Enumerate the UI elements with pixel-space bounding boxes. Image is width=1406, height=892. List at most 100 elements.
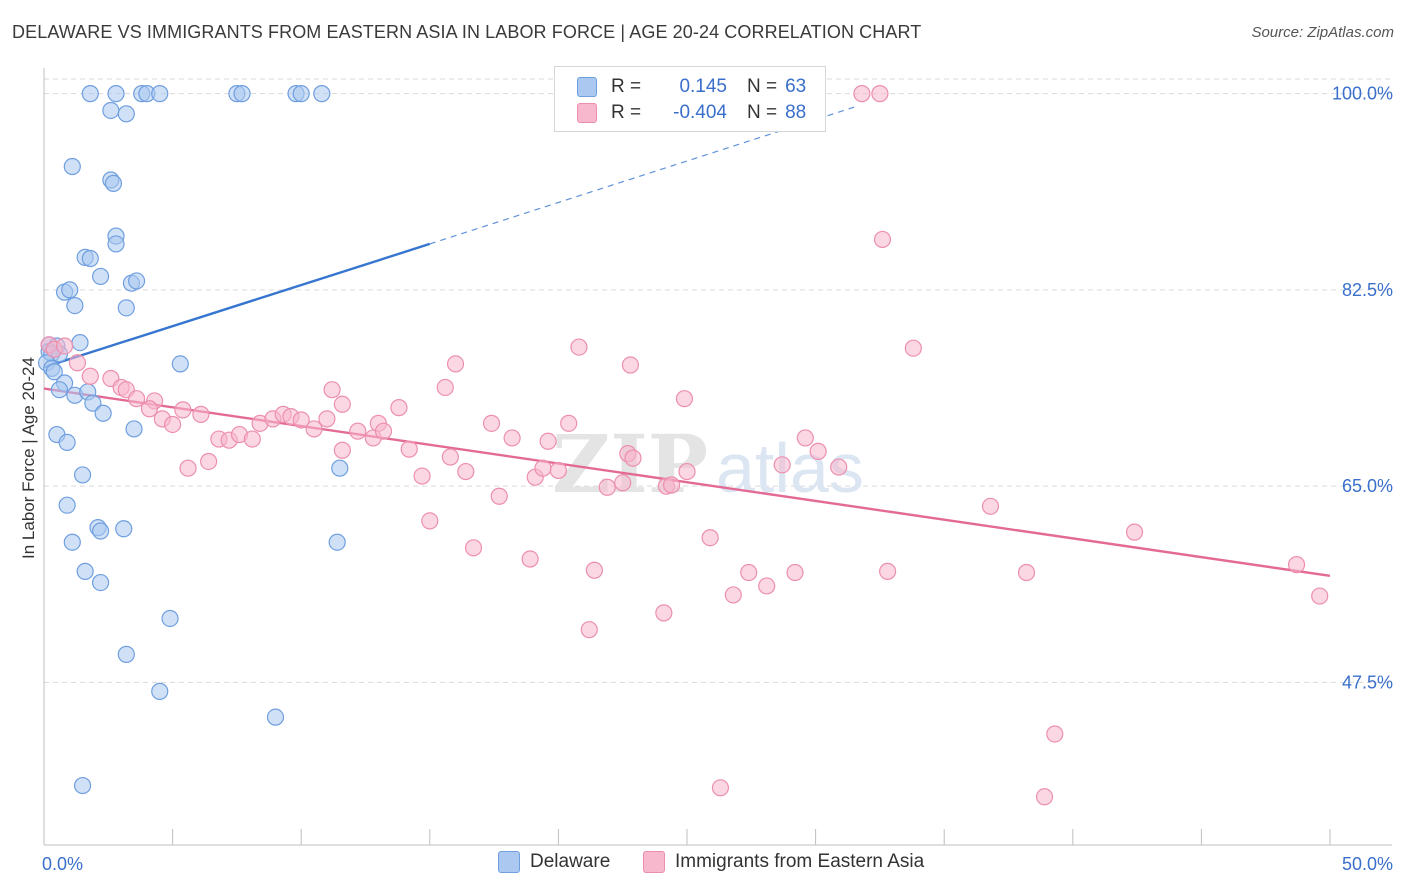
delaware-point (107, 235, 125, 253)
eastern-asia-point (758, 577, 776, 595)
eastern-asia-point (521, 550, 539, 568)
eastern-asia-point (200, 452, 218, 471)
legend-r-label: R = (611, 102, 642, 123)
eastern-asia-point (323, 381, 341, 399)
delaware-point (81, 249, 99, 268)
delaware-point (61, 281, 79, 299)
legend-item-delaware[interactable]: Delaware (498, 851, 610, 873)
delaware-point (115, 520, 133, 538)
eastern-asia-point (421, 512, 439, 530)
delaware-point (117, 645, 135, 663)
eastern-asia-point (773, 456, 791, 474)
eastern-asia-point (621, 356, 640, 374)
delaware-point (81, 85, 99, 103)
eastern-asia-point (675, 390, 694, 408)
eastern-asia-point (809, 442, 827, 460)
tick-labels: 100.0% 82.5% 65.0% 47.5% 0.0% 50.0% (42, 84, 1393, 874)
delaware-point (71, 334, 89, 352)
legend-n-value: 88 (785, 102, 807, 123)
eastern-asia-point (400, 440, 418, 458)
eastern-asia-point (624, 449, 642, 467)
eastern-asia-point (243, 430, 261, 448)
series-legend: Delaware Immigrants from Eastern Asia (0, 851, 1406, 877)
delaware-point (331, 459, 349, 477)
eastern-asia-point (305, 420, 323, 438)
delaware-point (45, 363, 63, 381)
delaware-point (84, 394, 102, 412)
eastern-asia-point (446, 355, 465, 373)
eastern-asia-point (413, 467, 431, 485)
delaware-point (66, 296, 84, 315)
eastern-asia-point (560, 414, 578, 432)
eastern-asia-point (711, 779, 730, 797)
delaware-point (94, 404, 112, 422)
legend-r-value: 0.145 (679, 76, 727, 97)
y-axis-label: In Labor Force | Age 20-24 (19, 357, 38, 559)
eastern-asia-point (598, 478, 616, 496)
legend-row-delaware: R = 0.145 N = 63 (577, 74, 806, 100)
eastern-asia-point (318, 410, 336, 428)
y-tick-label: 65.0% (1342, 476, 1393, 496)
chart-source: Source: ZipAtlas.com (1251, 24, 1394, 41)
eastern-asia-point (678, 462, 696, 481)
eastern-asia-point (164, 415, 182, 434)
eastern-asia-point (570, 338, 588, 356)
eastern-asia-point (349, 422, 367, 440)
legend-label: Immigrants from Eastern Asia (675, 851, 925, 872)
eastern-asia-point (1046, 725, 1064, 743)
delaware-point (313, 85, 331, 103)
eastern-asia-point (374, 422, 393, 440)
eastern-asia-point (724, 586, 742, 604)
eastern-asia-point (1125, 523, 1144, 541)
eastern-asia-point (436, 378, 454, 397)
legend-row-eastern-asia: R = -0.404 N = 88 (577, 100, 806, 126)
delaware-point (292, 85, 310, 103)
eastern-asia-point (140, 400, 159, 418)
delaware-point (328, 533, 346, 551)
eastern-asia-point (1017, 563, 1036, 582)
legend-n-label: N = (747, 102, 778, 123)
delaware-point (171, 355, 189, 373)
eastern-asia-point (662, 476, 681, 494)
delaware-point (102, 101, 120, 120)
delaware-point (161, 609, 179, 628)
eastern-asia-point (534, 459, 552, 477)
eastern-asia-point (81, 367, 99, 385)
eastern-asia-point (655, 604, 673, 622)
eastern-asia-point (796, 429, 814, 447)
eastern-asia-point (539, 432, 557, 450)
eastern-asia-point (174, 401, 192, 419)
delaware-point (266, 708, 285, 726)
gridlines (44, 78, 1392, 683)
axes (43, 68, 1392, 846)
chart-title: DELAWARE VS IMMIGRANTS FROM EASTERN ASIA… (12, 22, 922, 42)
eastern-asia-point (490, 487, 508, 505)
delaware-point (125, 420, 143, 438)
legend-swatch-blue (498, 851, 520, 873)
eastern-asia-point (830, 458, 848, 476)
eastern-asia-point (390, 399, 408, 417)
eastern-asia-point (179, 459, 197, 477)
y-tick-label: 47.5% (1342, 672, 1393, 692)
eastern-asia-point (853, 85, 871, 103)
legend-n-value: 63 (785, 76, 807, 97)
delaware-point (151, 682, 169, 700)
correlation-legend: R = 0.145 N = 63 R = -0.404 N = 88 (554, 66, 826, 132)
delaware-point (117, 105, 135, 123)
delaware-point (233, 85, 251, 103)
delaware-point (127, 272, 146, 290)
delaware-point (91, 267, 110, 286)
legend-item-eastern-asia[interactable]: Immigrants from Eastern Asia (643, 851, 924, 873)
eastern-asia-point (441, 448, 459, 466)
eastern-asia-point (127, 390, 146, 408)
watermark: ZIP atlas (552, 417, 864, 511)
eastern-asia-point (873, 230, 892, 249)
eastern-asia-point (904, 339, 922, 357)
delaware-point (117, 299, 135, 317)
delaware-trend-extension (429, 106, 855, 245)
eastern-asia-point (192, 405, 210, 423)
eastern-asia-point (701, 529, 719, 547)
delaware-point (73, 776, 92, 795)
eastern-asia-point (333, 395, 351, 413)
